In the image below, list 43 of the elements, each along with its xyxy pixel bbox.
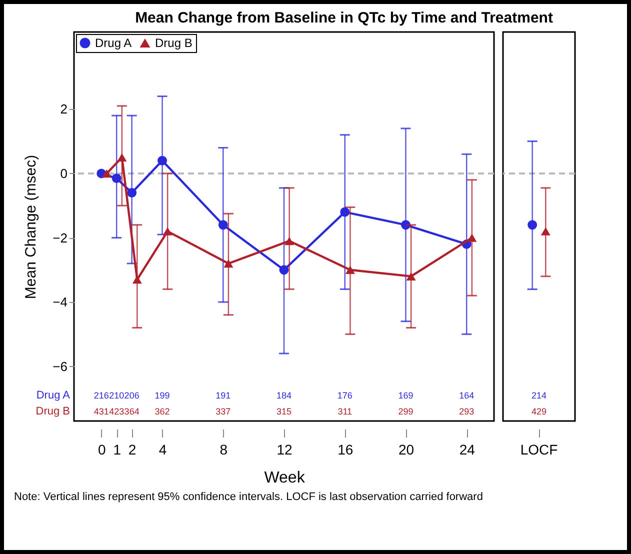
annotation: 191 [216,390,231,401]
y-axis-title: Mean Change (msec) [22,154,40,300]
x-tick-label: 24 [459,442,476,458]
annotation: 199 [154,390,170,401]
x-tick-label: 4 [158,442,167,458]
x-tick-label: 1 [113,442,122,458]
annotation: 299 [398,406,414,416]
annotation: 216 [94,390,109,401]
y-tick-label: −6 [52,358,68,374]
y-tick-label: 2 [60,102,68,117]
text: Drug A [36,390,70,402]
x-tick-label: LOCF [520,442,558,458]
x-tick-label: 8 [220,442,228,458]
x-tick-label: 16 [338,442,354,458]
chart-title: Mean Change from Baseline in QTc by Time and Treatment [135,9,553,26]
annotation: 206 [124,390,140,401]
annotation: 429 [531,406,547,416]
annotation: 164 [459,390,474,401]
annotation: 293 [459,406,474,416]
annotation: 214 [531,390,547,401]
annotation: 423 [109,406,124,416]
x-tick-label: 2 [128,442,136,458]
annotation: 176 [337,390,352,401]
legend-label: Drug A [95,36,132,50]
annotation: 210 [109,390,124,401]
y-tick-label: 0 [60,166,68,181]
annotation: 311 [338,406,352,416]
x-axis-title: Week [264,470,306,486]
annotation: 364 [124,406,140,416]
text: Drug B [36,405,70,418]
x-tick-label: 12 [276,442,292,458]
x-tick-label: 20 [398,442,414,458]
y-tick-label: −4 [52,294,68,310]
x-tick-label: 0 [98,442,106,458]
y-tick-label: −2 [52,230,68,246]
legend-label: Drug B [155,36,192,50]
annotation: 169 [398,390,414,401]
annotation: 362 [154,406,170,416]
annotation: 431 [94,406,109,416]
annotation: 315 [276,406,292,416]
annotation: 184 [276,390,292,401]
text: Note: Vertical lines represent 95% confidence intervals. LOCF is last observation carried forward [14,491,483,503]
annotation: 337 [216,406,231,416]
